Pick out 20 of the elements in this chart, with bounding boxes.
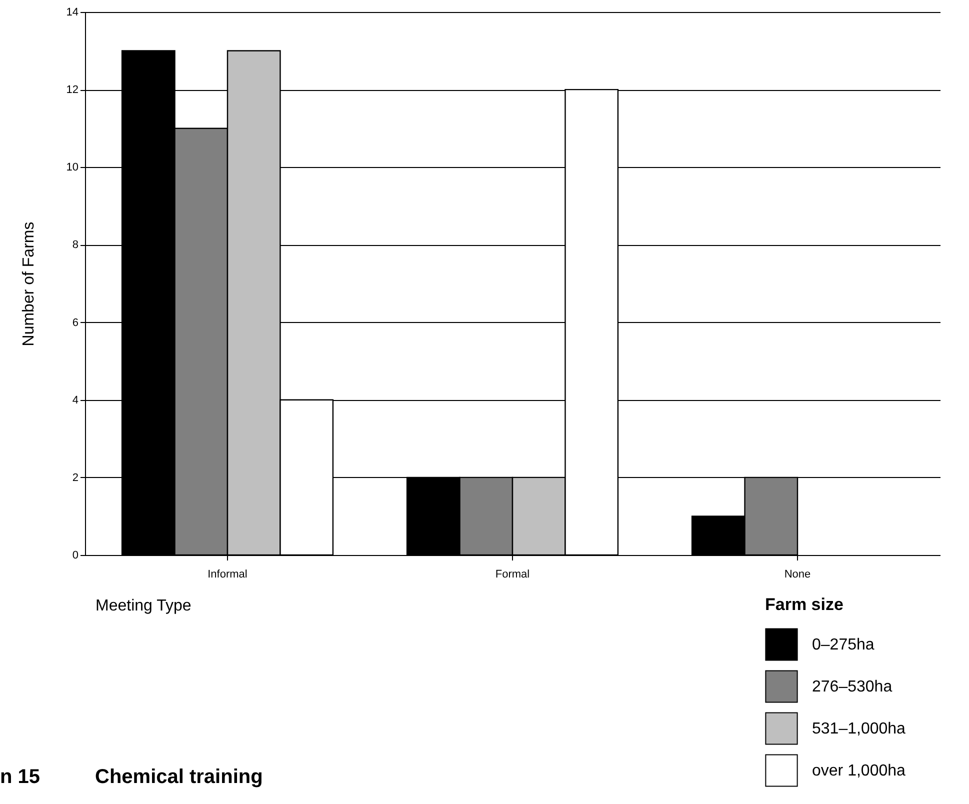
x-tick-label: Formal [495, 568, 530, 580]
y-tick-label: 14 [66, 6, 78, 18]
y-axis-title: Number of Farms [20, 222, 38, 346]
y-tick-label: 0 [72, 550, 78, 562]
x-tick-label: Informal [208, 568, 248, 580]
y-tick-label: 10 [66, 162, 78, 174]
legend-label: 0–275ha [812, 636, 874, 654]
legend-label: 531–1,000ha [812, 720, 906, 738]
y-tick-label: 6 [72, 316, 78, 329]
legend-label: 276–530ha [812, 678, 892, 696]
x-axis-title: Meeting Type [96, 598, 192, 614]
legend-title: Farm size [765, 595, 844, 614]
y-tick-label: 12 [66, 84, 78, 96]
y-tick-label: 4 [72, 394, 78, 406]
legend-label: over 1,000ha [812, 762, 906, 780]
y-tick-label: 2 [72, 472, 78, 484]
text: Chemical training [95, 766, 263, 789]
text: n 15 [0, 766, 40, 789]
x-tick-label: None [784, 568, 811, 580]
y-tick-label: 8 [72, 239, 78, 252]
